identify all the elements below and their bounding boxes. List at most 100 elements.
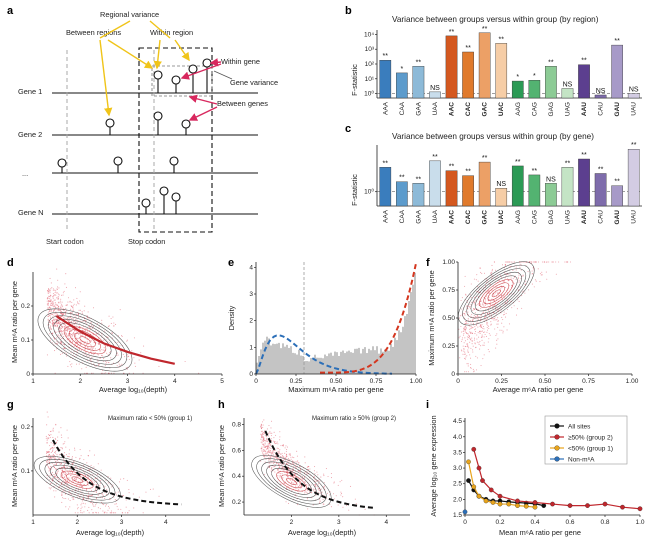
scatter-point [288,454,290,456]
bar-UAC [495,43,508,99]
scatter-point [76,508,79,510]
scatter-point [65,273,67,275]
scatter-point [467,346,469,348]
scatter-point [79,348,81,350]
scatter-point [316,471,318,473]
scatter-point [51,313,54,315]
scatter-point [68,456,70,458]
scatter-point [125,499,127,501]
scatter-point [88,326,90,328]
scatter-point [113,325,115,327]
scatter-point [270,451,272,453]
scatter-point [76,297,78,300]
scatter-point [469,354,471,356]
scatter-point [51,319,54,322]
chart-f-xlabel: Average m⁶A ratio per gene [493,385,584,394]
scatter-point [124,356,126,358]
scatter-point [460,299,462,302]
scatter-point [67,301,69,303]
scatter-point [61,469,64,471]
scatter-point [284,452,286,454]
scatter-point [75,334,77,336]
scatter-point [45,437,47,439]
scatter-point [260,435,263,437]
scatter-point [476,274,478,276]
scatter-point [264,450,266,452]
scatter-point [107,354,109,356]
scatter-point [497,323,499,325]
scatter-point [87,311,89,313]
scatter-point [50,303,52,305]
scatter-point [52,292,54,295]
scatter-point [46,461,48,464]
scatter-point [47,312,49,314]
scatter-point [317,474,319,476]
scatter-point [65,304,67,306]
scatter-point [88,353,90,355]
scatter-point [545,271,547,273]
scatter-point [266,446,268,448]
scatter-point [73,334,75,336]
scatter-point [54,306,56,308]
scatter-point [471,337,473,339]
scatter-point [80,320,82,323]
scatter-point [47,291,49,293]
scatter-point [265,458,267,460]
scatter-point [548,261,550,263]
scatter-point [50,282,52,284]
scatter-point [278,452,280,454]
scatter-point [57,306,59,308]
density-contour [33,456,121,504]
scatter-point [86,372,88,374]
scatter-point [64,474,66,476]
arrow-regional-to-between [99,20,131,39]
scatter-point [274,454,277,456]
bar-GAU [611,44,623,99]
scatter-point [472,349,474,351]
series-point-2 [466,459,471,465]
scatter-point [286,487,288,489]
scatter-point [125,367,127,369]
scatter-point [464,358,467,360]
histogram-bar [336,352,338,374]
density-contour [286,477,297,485]
scatter-point [470,363,472,365]
scatter-point [263,438,265,441]
scatter-point [305,491,307,493]
scatter-point [56,459,58,462]
scatter-point [279,436,281,438]
scatter-point [470,367,472,369]
scatter-point [76,475,78,477]
scatter-point [72,309,74,311]
bar-GAU [611,185,623,207]
scatter-point [92,372,94,374]
scatter-point [49,322,51,324]
scatter-point [86,372,88,374]
scatter-point [467,343,469,345]
scatter-point [464,311,467,313]
scatter-point [68,508,70,510]
scatter-point [126,479,128,481]
scatter-point [81,335,83,337]
scatter-point [294,481,296,483]
scatter-point [270,438,272,440]
scatter-point [468,305,470,307]
x-tick-label: 3 [126,378,130,385]
scatter-point [47,438,49,440]
scatter-point [59,309,62,311]
scatter-point [47,457,49,459]
scatter-point [55,468,57,470]
scatter-point [75,337,77,339]
scatter-point [503,267,505,269]
scatter-point [470,339,472,341]
scatter-point [469,303,471,305]
bar-UAU [627,149,640,207]
scatter-point [61,447,63,449]
scatter-point [72,332,74,334]
scatter-point [470,325,472,327]
y-tick-label: 0.1 [21,337,30,344]
scatter-point [124,512,126,514]
density-contour [281,474,302,489]
scatter-point [260,428,263,430]
scatter-point [475,304,477,306]
